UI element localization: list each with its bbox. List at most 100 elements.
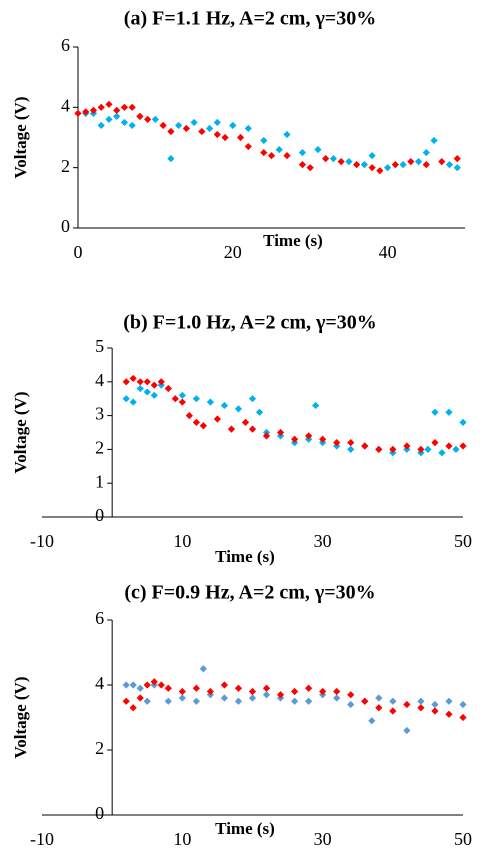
data-point <box>150 678 158 686</box>
data-point <box>267 152 276 160</box>
data-point <box>384 164 392 172</box>
x-axis-title: Time (s) <box>263 231 323 250</box>
data-point <box>129 681 137 689</box>
data-point <box>337 158 345 166</box>
x-tick-label: 30 <box>314 531 332 551</box>
data-point <box>159 121 167 130</box>
data-point <box>312 401 320 410</box>
data-point <box>178 687 186 696</box>
y-tick-label: 1 <box>95 471 104 491</box>
data-point <box>234 684 243 692</box>
data-point <box>283 152 291 160</box>
data-point <box>305 684 313 692</box>
data-point <box>206 687 214 696</box>
data-point <box>322 155 330 163</box>
data-point <box>445 408 453 416</box>
x-axis-title: Time (s) <box>215 547 275 566</box>
data-point <box>422 161 430 169</box>
data-point <box>403 700 411 709</box>
data-point <box>178 694 186 702</box>
data-point <box>445 710 453 718</box>
data-point <box>164 384 172 393</box>
chart-title: (c) F=0.9 Hz, A=2 cm, γ=30% <box>124 582 375 604</box>
data-point <box>105 100 113 108</box>
data-point <box>347 439 355 447</box>
data-point <box>430 136 438 145</box>
data-point <box>347 691 355 699</box>
data-point <box>391 161 399 169</box>
data-point <box>399 161 407 169</box>
data-point <box>248 687 257 696</box>
data-point <box>164 684 172 692</box>
data-point <box>262 432 271 440</box>
data-point <box>167 127 175 136</box>
data-point <box>389 697 397 705</box>
data-point <box>389 445 397 453</box>
x-tick-label: -10 <box>30 531 54 551</box>
data-point <box>143 681 151 689</box>
data-point <box>424 445 432 453</box>
x-tick-label: 10 <box>173 531 191 551</box>
data-point <box>82 108 90 116</box>
data-point <box>244 142 252 151</box>
y-tick-label: 4 <box>95 673 104 693</box>
data-point <box>143 388 151 396</box>
data-point <box>314 145 322 154</box>
data-point <box>376 167 384 175</box>
x-tick-label: 30 <box>314 829 332 849</box>
y-tick-label: 2 <box>95 738 104 758</box>
data-point <box>129 374 137 383</box>
data-point <box>192 395 200 403</box>
data-point <box>120 118 129 127</box>
data-point <box>445 161 454 169</box>
data-point <box>368 717 376 725</box>
data-point <box>417 445 425 453</box>
data-point <box>220 681 229 689</box>
data-point <box>150 391 158 399</box>
data-point <box>220 694 229 702</box>
y-tick-label: 6 <box>61 35 70 55</box>
data-point <box>182 124 190 133</box>
data-point <box>347 700 355 709</box>
data-point <box>213 415 222 423</box>
y-tick-label: 4 <box>61 95 70 115</box>
data-point <box>136 378 144 386</box>
data-point <box>431 700 439 709</box>
y-tick-label: 2 <box>61 156 70 176</box>
data-point <box>403 726 411 735</box>
x-axis-title: Time (s) <box>215 819 275 838</box>
data-point <box>234 405 243 413</box>
x-tick-label: 40 <box>379 242 397 262</box>
data-point <box>178 391 186 399</box>
data-point <box>291 697 299 705</box>
data-point <box>459 442 467 450</box>
data-point <box>422 148 430 157</box>
x-tick-label: -10 <box>30 829 54 849</box>
y-tick-label: 3 <box>95 404 104 424</box>
data-point <box>105 115 113 123</box>
data-point <box>227 425 236 433</box>
data-point <box>122 697 130 705</box>
data-point <box>120 103 129 111</box>
data-point <box>260 136 268 145</box>
data-point <box>136 384 144 393</box>
data-point <box>368 164 376 172</box>
data-point <box>171 395 179 403</box>
data-point <box>298 148 307 157</box>
data-point <box>74 109 82 117</box>
data-point <box>157 681 165 689</box>
data-point <box>298 161 307 169</box>
data-point <box>136 684 144 692</box>
data-point <box>213 130 221 139</box>
data-point <box>205 124 214 133</box>
data-point <box>361 442 369 450</box>
data-point <box>431 408 439 416</box>
data-point <box>150 381 158 389</box>
data-point <box>128 121 136 130</box>
y-tick-label: 2 <box>95 438 104 458</box>
data-point <box>368 152 376 160</box>
x-tick-label: 10 <box>173 829 191 849</box>
data-point <box>129 704 137 712</box>
